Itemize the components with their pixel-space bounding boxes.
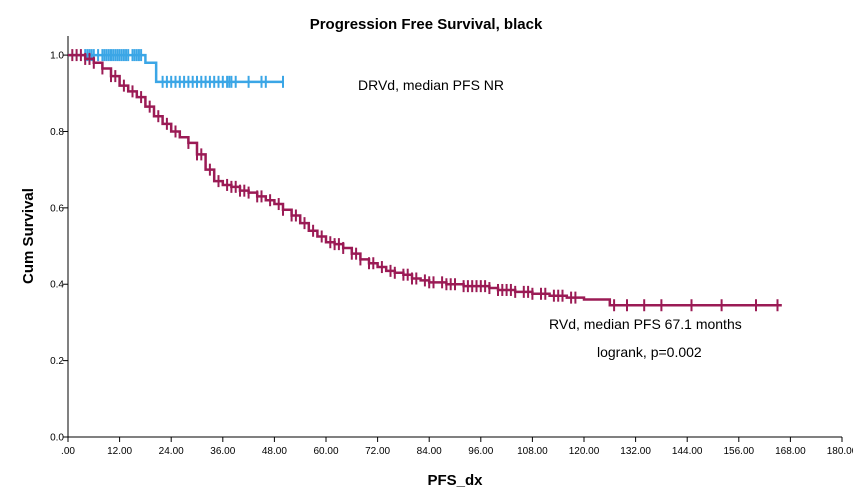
axes bbox=[67, 36, 842, 438]
x-tick-label: 132.00 bbox=[620, 446, 651, 457]
x-tick-label: 108.00 bbox=[517, 446, 548, 457]
y-tick-label: 0.0 bbox=[50, 433, 64, 444]
rvd-annotation: RVd, median PFS 67.1 months bbox=[549, 316, 742, 332]
x-tick-label: 120.00 bbox=[569, 446, 600, 457]
x-axis-label: PFS_dx bbox=[427, 472, 483, 489]
y-tick-label: 1.0 bbox=[50, 51, 64, 62]
y-tick-label: 0.8 bbox=[50, 127, 64, 138]
y-axis-label: Cum Survival bbox=[20, 188, 37, 284]
x-tick-label: .00 bbox=[61, 446, 75, 457]
chart-title: Progression Free Survival, black bbox=[310, 16, 543, 33]
x-tick-label: 12.00 bbox=[107, 446, 132, 457]
y-ticks: 0.0 0.2 0.4 0.6 0.8 1.0 bbox=[50, 51, 68, 444]
x-tick-label: 60.00 bbox=[313, 446, 338, 457]
x-tick-label: 36.00 bbox=[210, 446, 235, 457]
x-tick-label: 48.00 bbox=[262, 446, 287, 457]
x-tick-label: 72.00 bbox=[365, 446, 390, 457]
x-tick-label: 156.00 bbox=[724, 446, 755, 457]
x-tick-label: 24.00 bbox=[159, 446, 184, 457]
plot-area bbox=[68, 49, 782, 312]
drvd-annotation: DRVd, median PFS NR bbox=[358, 77, 504, 93]
y-tick-label: 0.6 bbox=[50, 203, 64, 214]
x-tick-label: 84.00 bbox=[417, 446, 442, 457]
x-tick-label: 168.00 bbox=[775, 446, 806, 457]
x-tick-label: 96.00 bbox=[468, 446, 493, 457]
logrank-annotation: logrank, p=0.002 bbox=[597, 344, 702, 360]
y-tick-label: 0.4 bbox=[50, 280, 64, 291]
x-tick-label: 180.00 bbox=[827, 446, 853, 457]
y-tick-label: 0.2 bbox=[50, 356, 64, 367]
x-tick-label: 144.00 bbox=[672, 446, 703, 457]
x-ticks: .00 12.00 24.00 36.00 48.00 60.00 72.00 84.00 96… bbox=[61, 437, 853, 457]
